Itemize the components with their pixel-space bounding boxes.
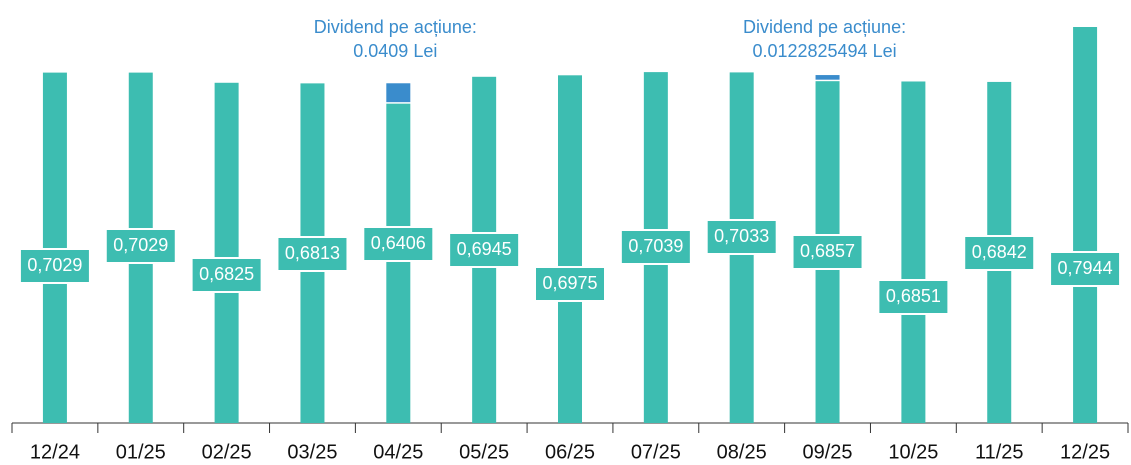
- x-tick-label: 06/25: [545, 441, 595, 463]
- value-label-box: [448, 232, 521, 268]
- x-tick-label: 02/25: [202, 441, 252, 463]
- value-label: 0,6825: [199, 264, 254, 284]
- x-tick-label: 09/25: [803, 441, 853, 463]
- bar: [214, 82, 239, 423]
- x-tick-label: 12/25: [1060, 441, 1110, 463]
- value-label-box: [362, 226, 435, 262]
- x-tick-label: 04/25: [373, 441, 423, 463]
- value-label: 0,7033: [714, 226, 769, 246]
- value-label: 0,7039: [628, 236, 683, 256]
- bar: [901, 81, 926, 423]
- x-tick-label: 01/25: [116, 441, 166, 463]
- x-tick-label: 11/25: [975, 441, 1024, 463]
- value-label-box: [190, 257, 263, 293]
- value-label: 0,6857: [800, 241, 855, 261]
- value-label-box: [705, 219, 778, 255]
- value-label-box: [619, 229, 692, 265]
- bar: [1073, 27, 1098, 423]
- dividend-segment: [386, 83, 411, 103]
- annotation-value: 0.0409 Lei: [353, 41, 437, 61]
- annotation-title: Dividend pe acțiune:: [314, 17, 477, 37]
- bar: [42, 72, 67, 423]
- x-tick-label: 07/25: [631, 441, 681, 463]
- value-label: 0,7029: [113, 235, 168, 255]
- x-tick-label: 05/25: [459, 441, 509, 463]
- value-label-box: [791, 234, 864, 270]
- value-label-box: [104, 228, 177, 264]
- x-tick-label: 12/24: [30, 441, 80, 463]
- x-tick-label: 10/25: [888, 441, 938, 463]
- value-label-box: [276, 236, 349, 272]
- value-label-box: [18, 248, 91, 284]
- bar: [558, 75, 582, 424]
- x-tick-label: 03/25: [287, 441, 337, 463]
- annotation-title: Dividend pe acțiune:: [743, 17, 906, 37]
- value-label: 0,6975: [542, 273, 597, 293]
- value-label-box: [534, 266, 606, 302]
- dividend-segment: [815, 75, 840, 80]
- value-label: 0,6813: [285, 243, 340, 263]
- value-label: 0,6842: [972, 242, 1027, 262]
- annotation-value: 0.0122825494 Lei: [752, 41, 896, 61]
- value-label: 0,7944: [1058, 258, 1113, 278]
- value-label: 0,7029: [27, 255, 82, 275]
- value-label-box: [1049, 251, 1122, 287]
- value-label: 0,6945: [457, 239, 512, 259]
- value-label: 0,6406: [371, 233, 426, 253]
- value-label-box: [877, 279, 950, 315]
- value-label-box: [963, 235, 1036, 271]
- bar: [386, 103, 411, 424]
- value-label: 0,6851: [886, 286, 941, 306]
- x-tick-label: 08/25: [717, 441, 767, 463]
